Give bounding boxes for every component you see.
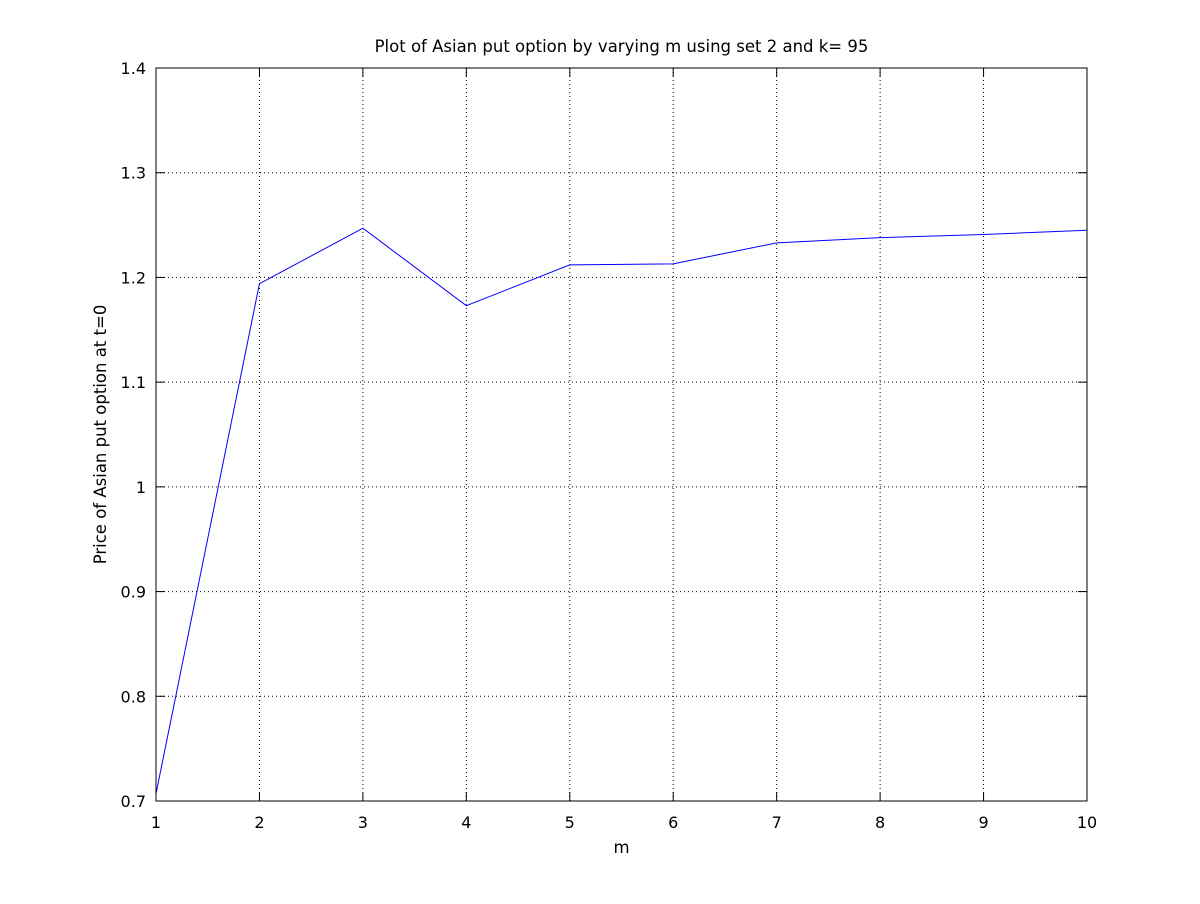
y-tick-labels: 0.7 0.8 0.9 1 1.1 1.2 1.3 1.4 xyxy=(121,59,146,811)
x-tick-labels: 1 2 3 4 5 6 7 8 9 10 xyxy=(151,813,1097,832)
axes-frame xyxy=(155,67,1088,802)
tick-marks xyxy=(155,67,1088,802)
x-axis-label: m xyxy=(613,838,629,857)
x-tick-label: 7 xyxy=(772,813,782,832)
axes-background xyxy=(156,68,1087,801)
y-tick-label: 1.4 xyxy=(121,59,146,78)
plot-area: 1 2 3 4 5 6 7 8 9 10 0.7 0.8 0.9 1 1.1 1.2 1.3 1.4 xyxy=(121,59,1098,832)
y-tick-label: 0.7 xyxy=(121,792,146,811)
y-tick-label: 1 xyxy=(136,478,146,497)
x-tick-label: 9 xyxy=(978,813,988,832)
x-tick-label: 3 xyxy=(358,813,368,832)
x-tick-label: 6 xyxy=(668,813,678,832)
x-tick-label: 4 xyxy=(461,813,471,832)
y-tick-label: 0.9 xyxy=(121,583,146,602)
x-tick-label: 10 xyxy=(1077,813,1097,832)
y-tick-label: 1.1 xyxy=(121,373,146,392)
y-axis-label: Price of Asian put option at t=0 xyxy=(91,305,110,565)
series-layer xyxy=(155,227,1088,794)
y-tick-label: 1.3 xyxy=(121,164,146,183)
x-tick-label: 2 xyxy=(254,813,264,832)
y-tick-label: 1.2 xyxy=(121,268,146,287)
x-tick-label: 5 xyxy=(565,813,575,832)
x-tick-label: 8 xyxy=(875,813,885,832)
chart-title: Plot of Asian put option by varying m us… xyxy=(375,37,869,56)
x-tick-label: 1 xyxy=(151,813,161,832)
series-line-1 xyxy=(155,227,1088,794)
y-tick-label: 0.8 xyxy=(121,687,146,706)
